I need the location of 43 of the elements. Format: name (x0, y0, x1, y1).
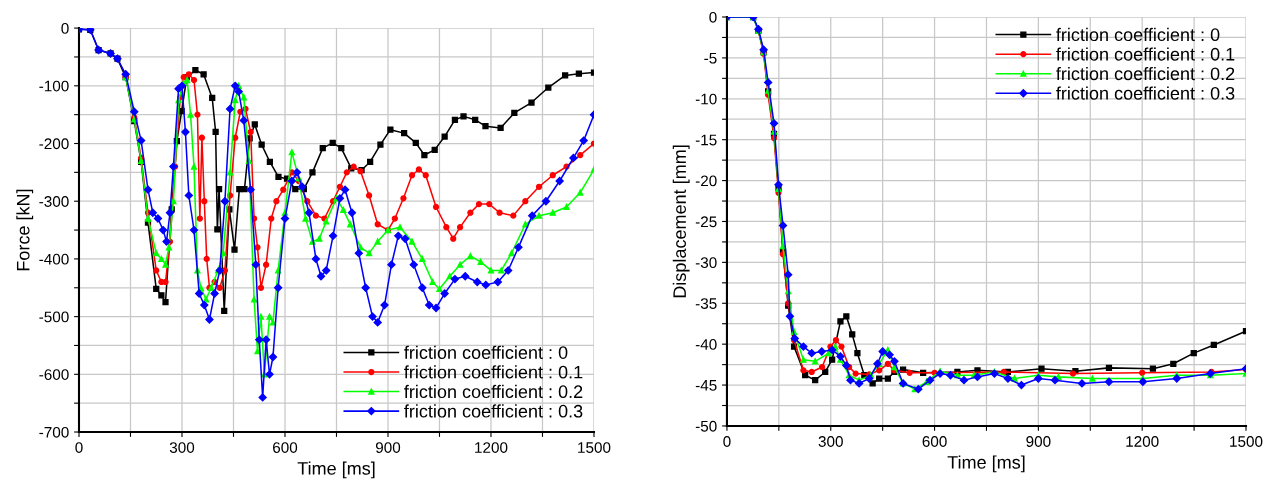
x-tick-label: 1500 (578, 442, 611, 453)
x-tick-label: 600 (273, 442, 298, 453)
x-tick-label: 0 (723, 436, 731, 447)
x-tick-label: 300 (169, 442, 195, 453)
y-tick-label: -400 (39, 253, 69, 265)
x-axis-title: Time [ms] (297, 461, 375, 479)
y-tick-label: -300 (39, 196, 69, 207)
x-tick-label: 0 (75, 442, 83, 453)
y-tick-label: -30 (695, 257, 717, 269)
legend-label: friction coefficient : 0.3 (404, 404, 583, 418)
y-tick-label: -600 (39, 369, 69, 380)
x-tick-label: 1200 (475, 442, 508, 453)
y-tick-label: 0 (709, 11, 717, 23)
y-tick-label: 0 (61, 22, 69, 34)
y-tick-label: -40 (695, 339, 717, 350)
y-tick-label: -10 (695, 93, 717, 105)
legend-label: friction coefficient : 0.2 (404, 384, 583, 399)
y-tick-label: -700 (39, 426, 69, 438)
legend-label: friction coefficient : 0.1 (404, 365, 583, 379)
y-tick-label: -25 (695, 216, 717, 228)
y-tick-label: -5 (704, 52, 717, 64)
y-axis-title: Force [kN] (16, 189, 34, 271)
legend-label: friction coefficient : 0.1 (1056, 47, 1235, 61)
x-axis-title: Time [ms] (947, 455, 1025, 473)
y-tick-label: -15 (695, 134, 717, 146)
legend-label: friction coefficient : 0 (1056, 27, 1220, 42)
y-axis-title: Displacement [mm] (672, 145, 690, 298)
y-tick-label: -20 (695, 175, 717, 187)
y-tick-label: -200 (39, 138, 69, 150)
legend-label: friction coefficient : 0 (404, 345, 568, 359)
legend-label: friction coefficient : 0.3 (1056, 86, 1235, 100)
x-tick-label: 900 (1026, 436, 1051, 447)
y-tick-label: -45 (695, 380, 717, 391)
x-tick-label: 1500 (1230, 436, 1263, 447)
x-tick-label: 1200 (1126, 436, 1159, 447)
legend-label: friction coefficient : 0.2 (1056, 66, 1235, 81)
y-tick-label: -50 (695, 420, 717, 432)
y-tick-label: -100 (39, 80, 69, 92)
x-tick-label: 900 (375, 442, 401, 453)
y-tick-label: -500 (39, 311, 69, 323)
x-tick-label: 300 (818, 436, 843, 447)
y-tick-label: -35 (695, 298, 717, 309)
x-tick-label: 600 (922, 436, 947, 447)
